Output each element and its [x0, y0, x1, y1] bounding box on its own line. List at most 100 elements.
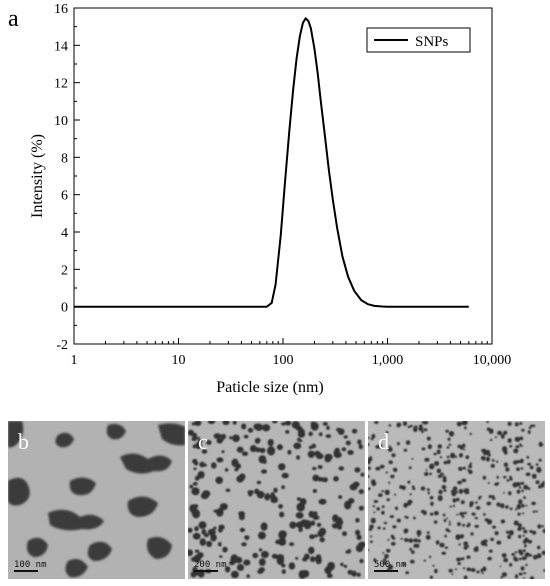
- x-tick-label: 1: [71, 353, 78, 368]
- tem-particle: [542, 481, 545, 485]
- tem-particle: [192, 532, 201, 540]
- tem-particle: [272, 421, 278, 424]
- tem-particle: [405, 571, 410, 575]
- tem-particle: [356, 572, 361, 577]
- tem-particle: [439, 456, 443, 459]
- tem-particle: [513, 448, 519, 454]
- tem-particle: [299, 498, 307, 506]
- tem-particle: [343, 435, 348, 439]
- tem-particle: [433, 520, 438, 524]
- tem-particle: [195, 571, 200, 576]
- tem-particle: [387, 538, 390, 541]
- tem-particle: [423, 428, 428, 432]
- tem-particle: [420, 486, 426, 491]
- tem-particle: [387, 498, 390, 501]
- tem-particle: [501, 553, 507, 558]
- tem-particle: [381, 490, 384, 493]
- x-tick-label: 10: [172, 353, 186, 368]
- tem-particle: [396, 442, 400, 446]
- tem-particle: [439, 542, 445, 548]
- tem-particle: [496, 540, 502, 545]
- tem-particle: [494, 482, 499, 486]
- tem-particle: [218, 524, 225, 530]
- tem-particle: [442, 478, 447, 483]
- series-line-snps: [74, 17, 469, 308]
- tem-particle: [480, 568, 484, 573]
- tem-particle: [370, 517, 376, 524]
- tem-particle: [351, 570, 357, 577]
- tem-particle: [404, 538, 409, 542]
- tem-particle: [475, 501, 478, 504]
- tem-particle: [246, 574, 250, 578]
- tem-particle: [392, 467, 398, 472]
- tem-particle: [211, 462, 217, 469]
- tem-particle: [409, 424, 414, 428]
- x-axis-ticks: 1 10 100 1,000 10,000: [71, 338, 511, 368]
- tem-particle: [488, 428, 494, 434]
- tem-particle: [503, 462, 509, 468]
- tem-particle: [225, 488, 231, 492]
- tem-particle: [189, 484, 194, 489]
- tem-particle: [505, 505, 509, 509]
- legend: SNPs: [366, 27, 471, 53]
- tem-particle: [358, 489, 364, 495]
- tem-particle: [457, 444, 462, 449]
- y-axis-ticks: -2 0 2 4 6 8 10 12 14 16: [54, 2, 80, 353]
- tem-particle: [388, 481, 391, 484]
- tem-particle: [469, 501, 474, 506]
- series-layer: [74, 17, 469, 308]
- tem-particle: [478, 496, 481, 500]
- tem-particle: [252, 552, 259, 559]
- tem-particle: [471, 512, 476, 516]
- tem-particle: [220, 433, 227, 440]
- tem-particle: [519, 551, 524, 556]
- tem-particle: [424, 421, 429, 424]
- tem-particle: [424, 457, 430, 462]
- tem-particle: [466, 545, 470, 548]
- tem-particle: [310, 520, 316, 526]
- tem-particle: [443, 489, 447, 492]
- tem-particle: [485, 449, 491, 455]
- tem-particle: [407, 425, 411, 429]
- tem-particle: [475, 506, 481, 510]
- tem-particle: [403, 528, 408, 534]
- tem-particle: [468, 469, 473, 475]
- tem-particle: [411, 550, 415, 554]
- tem-particle: [460, 534, 464, 539]
- tem-particle: [421, 430, 424, 434]
- tem-particle: [508, 491, 512, 496]
- y-tick-label: 16: [54, 2, 68, 17]
- tem-particle: [372, 505, 375, 508]
- tem-particle: [463, 575, 468, 579]
- tem-particle: [388, 445, 391, 447]
- tem-particle: [529, 529, 533, 533]
- tem-particle: [463, 448, 466, 451]
- tem-particle: [469, 462, 472, 466]
- tem-particle: [426, 488, 430, 491]
- tem-particle: [347, 450, 354, 455]
- tem-particle: [382, 558, 387, 562]
- tem-particle: [539, 483, 545, 488]
- tem-particle: [531, 501, 536, 506]
- tem-particle: [371, 433, 376, 439]
- tem-particle: [509, 475, 512, 478]
- tem-particle: [517, 512, 521, 516]
- tem-particle: [467, 522, 471, 527]
- tem-particle: [260, 550, 269, 559]
- y-tick-label: 10: [54, 114, 68, 129]
- tem-particle: [475, 546, 479, 549]
- tem-particle: [486, 501, 492, 506]
- tem-particle: [247, 427, 254, 433]
- tem-particle: [537, 524, 542, 529]
- tem-particle: [429, 512, 434, 516]
- tem-particle: [201, 449, 208, 454]
- tem-particle: [409, 559, 415, 564]
- tem-particle: [500, 576, 504, 579]
- tem-particle: [500, 519, 506, 524]
- tem-particle: [193, 467, 197, 471]
- tem-particle: [295, 557, 299, 560]
- tem-particle: [207, 421, 216, 425]
- tem-particle: [519, 422, 523, 425]
- tem-particle: [281, 485, 285, 490]
- tem-particle: [308, 546, 315, 555]
